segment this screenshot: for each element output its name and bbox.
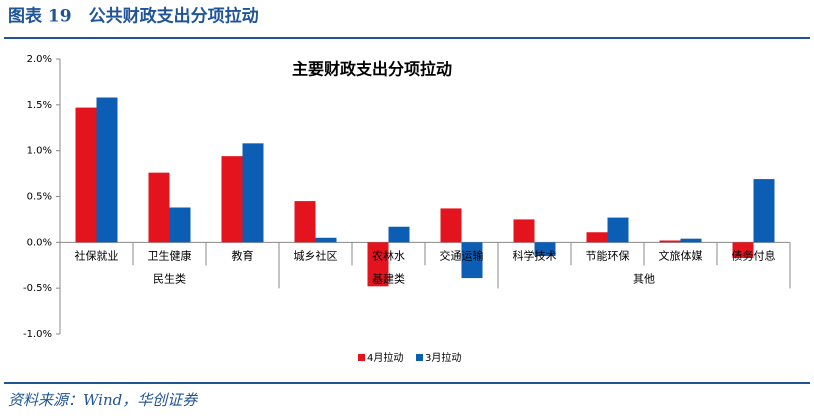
group-label: 其他 [633, 272, 655, 285]
legend-swatch [416, 354, 423, 361]
y-tick-label: 0.5% [27, 192, 52, 203]
bar [680, 238, 702, 243]
bar [367, 242, 389, 287]
bar [586, 232, 608, 243]
x-tick-label: 节能环保 [586, 248, 630, 262]
bar [534, 242, 556, 257]
y-tick-label: -0.5% [23, 283, 52, 294]
x-tick-label: 文旅体媒 [659, 248, 703, 262]
x-tick-label: 科学技术 [513, 248, 557, 262]
bar [294, 201, 316, 243]
bar [221, 156, 243, 243]
bar [753, 179, 775, 243]
y-tick-label: 2.0% [27, 54, 52, 65]
bar [659, 240, 681, 243]
bar [607, 217, 629, 243]
x-tick-label: 教育 [232, 248, 254, 262]
bar [732, 242, 754, 258]
x-tick-label: 农林水 [372, 248, 405, 262]
x-tick-label: 交通运输 [440, 248, 484, 262]
bar [96, 97, 118, 243]
legend-swatch [358, 354, 365, 361]
chart-title: 主要财政支出分项拉动 [292, 60, 452, 79]
bar [461, 242, 483, 279]
x-tick-label: 社保就业 [75, 248, 119, 262]
bar [148, 172, 170, 243]
bar [513, 219, 535, 243]
y-tick-label: -1.0% [23, 329, 52, 340]
bar [169, 207, 191, 243]
group-label: 民生类 [153, 271, 186, 285]
x-tick-label: 卫生健康 [148, 248, 192, 262]
x-tick-label: 债务付息 [732, 248, 776, 262]
y-tick-label: 0.0% [27, 237, 52, 248]
bar [75, 107, 97, 243]
x-tick-label: 城乡社区 [294, 248, 338, 262]
bar [440, 208, 462, 243]
bar [315, 237, 337, 243]
legend-label: 4月拉动 [367, 351, 403, 364]
bar [242, 143, 264, 243]
header-title: 图表 19 公共财政支出分项拉动 [8, 6, 259, 27]
bar [388, 226, 410, 243]
footer-source: 资料来源：Wind，华创证券 [8, 391, 198, 409]
legend-label: 3月拉动 [425, 351, 461, 364]
y-tick-label: 1.5% [27, 100, 52, 111]
y-tick-label: 1.0% [27, 146, 52, 157]
group-label: 基建类 [372, 271, 405, 285]
